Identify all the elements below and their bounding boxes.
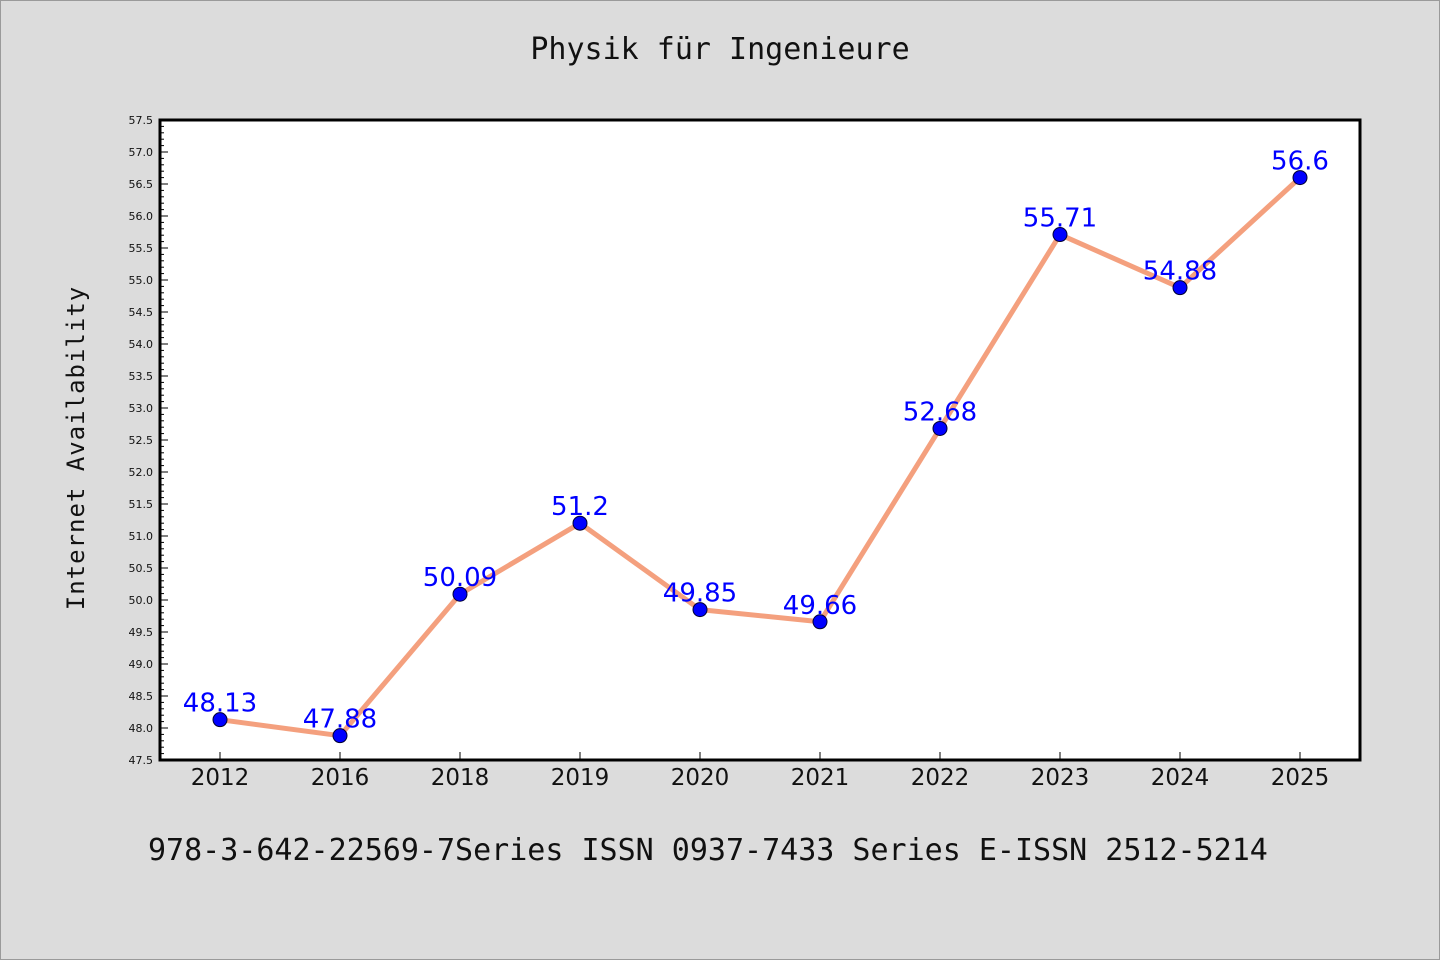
y-tick-label: 53.0 xyxy=(129,402,154,415)
y-tick-label: 51.5 xyxy=(129,498,154,511)
x-tick-label: 2025 xyxy=(1271,765,1330,791)
y-tick-label: 47.5 xyxy=(129,754,154,767)
y-tick-label: 49.5 xyxy=(129,626,154,639)
data-point xyxy=(932,420,948,436)
y-tick-label: 48.5 xyxy=(129,690,154,703)
x-tick-label: 2023 xyxy=(1031,765,1090,791)
data-point xyxy=(1172,280,1188,296)
series-line xyxy=(217,175,1303,739)
x-tick-label: 2019 xyxy=(551,765,610,791)
y-tick-label: 52.5 xyxy=(129,434,154,447)
y-tick-label: 56.5 xyxy=(129,178,154,191)
y-tick-label: 52.0 xyxy=(129,466,154,479)
y-tick-label: 54.5 xyxy=(129,306,154,319)
y-axis: 47.5 48.0 48.5 49.0 49.5 50.0 50.5 51.0 51.5 52.0… xyxy=(129,114,168,767)
y-tick-label: 49.0 xyxy=(129,658,154,671)
x-tick-label: 2020 xyxy=(671,765,730,791)
data-point xyxy=(452,586,468,602)
y-tick-label: 57.5 xyxy=(129,114,154,127)
data-point xyxy=(332,728,348,744)
data-label: 48.13 xyxy=(183,689,257,719)
data-label: 52.68 xyxy=(903,397,977,427)
data-point xyxy=(692,602,708,618)
data-label: 50.09 xyxy=(423,563,497,593)
data-point xyxy=(812,614,828,630)
data-point xyxy=(1292,170,1308,186)
data-point xyxy=(1052,227,1068,243)
data-label: 49.66 xyxy=(783,591,857,621)
data-label: 51.2 xyxy=(551,492,609,522)
data-label: 49.85 xyxy=(663,579,737,609)
y-tick-label: 48.0 xyxy=(129,722,154,735)
x-tick-label: 2021 xyxy=(791,765,850,791)
chart-title: Physik für Ingenieure xyxy=(530,32,910,67)
x-axis: 2012 2016 2018 2019 2020 2021 2022 2023 2024 2025 xyxy=(191,752,1330,791)
y-tick-label: 56.0 xyxy=(129,210,154,223)
y-tick-label: 53.5 xyxy=(129,370,154,383)
y-tick-label: 51.0 xyxy=(129,530,154,543)
data-label: 56.6 xyxy=(1271,147,1329,177)
data-label: 55.71 xyxy=(1023,204,1097,234)
data-label: 47.88 xyxy=(303,705,377,735)
data-label: 54.88 xyxy=(1143,257,1217,287)
y-tick-label: 54.0 xyxy=(129,338,154,351)
data-point xyxy=(572,515,588,531)
y-tick-label: 55.0 xyxy=(129,274,154,287)
x-tick-label: 2024 xyxy=(1151,765,1210,791)
series-group: 48.13 47.88 50.09 51.2 49.85 49.66 52.68 55.71 5… xyxy=(183,147,1329,744)
x-tick-label: 2018 xyxy=(431,765,490,791)
y-tick-label: 50.0 xyxy=(129,594,154,607)
plot-area xyxy=(158,118,1362,762)
x-tick-label: 2022 xyxy=(911,765,970,791)
footer-text: 978-3-642-22569-7Series ISSN 0937-7433 S… xyxy=(148,833,1268,868)
y-tick-label: 57.0 xyxy=(129,146,154,159)
data-point xyxy=(212,712,228,728)
x-tick-label: 2016 xyxy=(311,765,370,791)
y-tick-label: 55.5 xyxy=(129,242,154,255)
x-tick-label: 2012 xyxy=(191,765,250,791)
y-tick-label: 50.5 xyxy=(129,562,154,575)
